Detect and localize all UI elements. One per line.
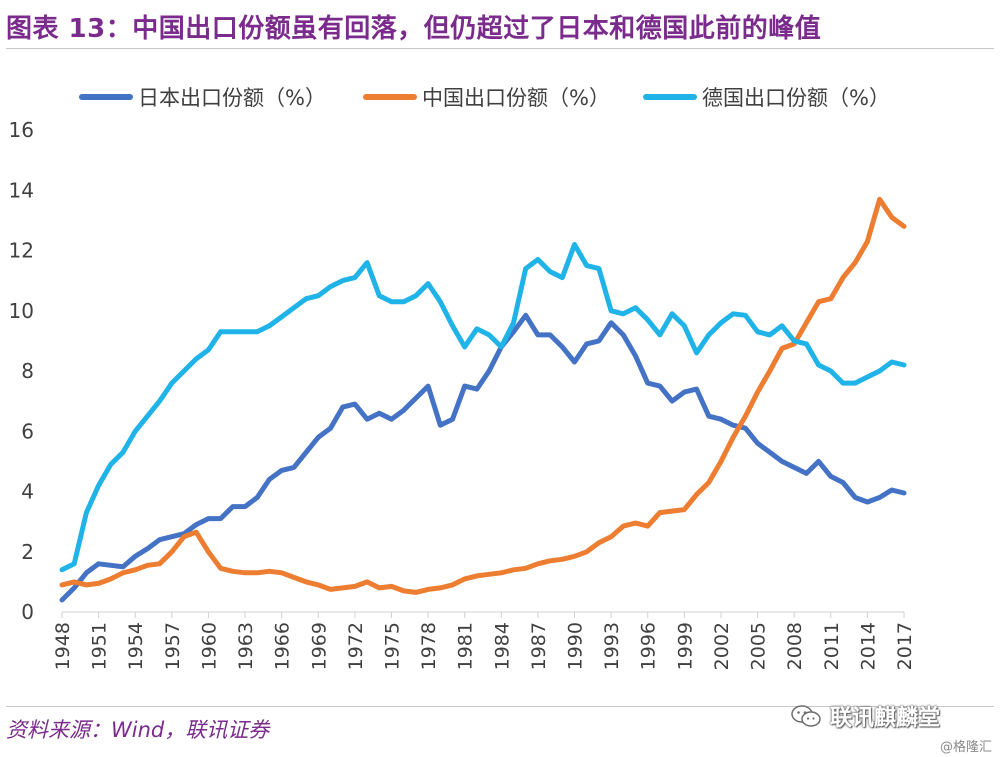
x-tick-label: 1948 (52, 622, 74, 670)
title-divider (6, 48, 994, 49)
y-tick-label: 8 (21, 359, 34, 383)
y-tick-label: 2 (21, 540, 34, 564)
x-tick-label: 2011 (821, 622, 843, 670)
watermark-text: 联讯麒麟堂 (830, 706, 941, 731)
x-tick-label: 1996 (638, 622, 660, 670)
figure-title: 图表 13：中国出口份额虽有回落，但仍超过了日本和德国此前的峰值 (6, 14, 822, 44)
x-tick-label: 1957 (162, 622, 184, 670)
legend-label-japan: 日本出口份额（%） (138, 86, 326, 110)
credit-text: @格隆汇 (939, 740, 992, 755)
x-tick-label: 2002 (711, 622, 733, 670)
source-note: 资料来源：Wind，联讯证券 (6, 718, 270, 742)
y-tick-label: 12 (9, 239, 34, 263)
legend-label-germany: 德国出口份额（%） (702, 86, 890, 110)
y-tick-label: 16 (9, 118, 34, 142)
y-tick-label: 0 (21, 600, 34, 624)
series-line-japan (59, 312, 907, 603)
x-tick-label: 2008 (784, 622, 806, 670)
chart-legend: 日本出口份额（%） 中国出口份额（%） 德国出口份额（%） (79, 86, 890, 110)
x-tick-label: 1951 (89, 622, 111, 670)
x-tick-label: 1984 (491, 622, 513, 670)
x-tick-label: 1999 (674, 622, 696, 670)
series-line-germany (59, 242, 907, 573)
x-tick-label: 2017 (894, 622, 916, 670)
series-line-china (59, 196, 907, 595)
legend-label-china: 中国出口份额（%） (422, 86, 610, 110)
x-tick-label: 1972 (345, 622, 367, 670)
y-axis: 0 2 4 6 8 10 12 14 16 (9, 118, 34, 624)
line-chart: 日本出口份额（%） 中国出口份额（%） 德国出口份额（%） 0 2 4 6 8 10 12 14 1… (9, 86, 916, 670)
x-tick-label: 1993 (601, 622, 623, 670)
x-tick-label: 2014 (857, 622, 879, 670)
x-tick-label: 1969 (308, 622, 330, 670)
x-tick-label: 1963 (235, 622, 257, 670)
x-tick-label: 1981 (455, 622, 477, 670)
x-tick-label: 1987 (528, 622, 550, 670)
y-tick-label: 6 (21, 419, 34, 443)
x-axis: 1948 1951 1954 1957 1960 1963 1966 1969 1972 1975… (52, 611, 916, 670)
source-divider (6, 706, 994, 707)
x-tick-label: 1975 (381, 622, 403, 670)
series-layer (59, 196, 907, 603)
wechat-chat-bubble-icon (791, 705, 821, 727)
x-tick-label: 1978 (418, 622, 440, 670)
x-tick-label: 1966 (272, 622, 294, 670)
y-tick-label: 4 (21, 480, 34, 504)
y-tick-label: 10 (9, 299, 34, 323)
x-tick-label: 2005 (748, 622, 770, 670)
x-tick-label: 1990 (565, 622, 587, 670)
x-tick-label: 1960 (198, 622, 220, 670)
watermark: 联讯麒麟堂 (790, 700, 940, 732)
y-tick-label: 14 (9, 178, 34, 202)
x-tick-label: 1954 (125, 622, 147, 670)
